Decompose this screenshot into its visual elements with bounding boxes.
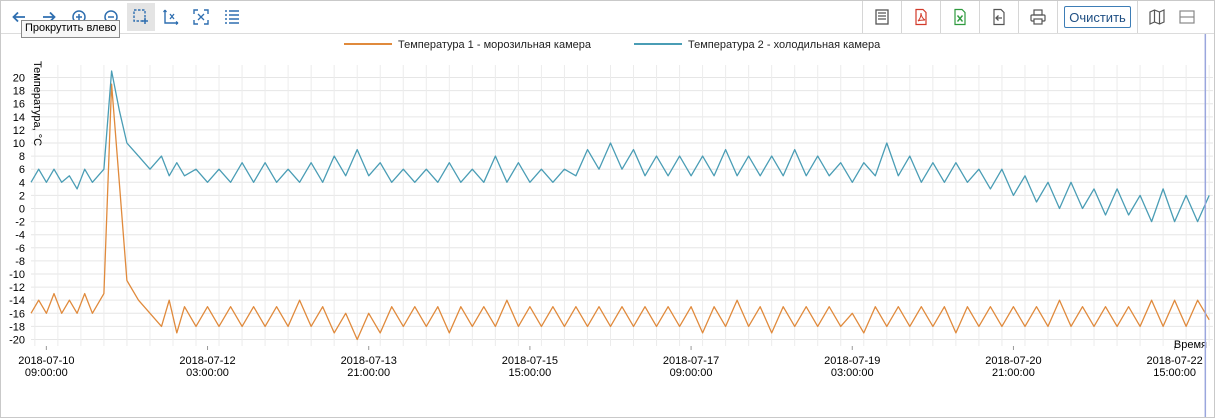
x-tick-date: 2018-07-15 bbox=[502, 355, 558, 367]
x-tick-time: 09:00:00 bbox=[670, 367, 713, 379]
y-tick-label: 20 bbox=[13, 73, 25, 85]
x-tick-date: 2018-07-12 bbox=[179, 355, 235, 367]
y-tick-label: 0 bbox=[19, 204, 25, 216]
fit-to-screen-icon bbox=[193, 9, 209, 25]
y-tick-label: 4 bbox=[19, 177, 25, 189]
x-tick-date: 2018-07-17 bbox=[663, 355, 719, 367]
toolbar-separator bbox=[940, 1, 941, 33]
x-tick-date: 2018-07-20 bbox=[985, 355, 1041, 367]
box-select-button[interactable] bbox=[127, 3, 155, 31]
map-icon bbox=[1149, 9, 1165, 25]
x-tick-date: 2018-07-22 bbox=[1146, 355, 1202, 367]
zoom-x-icon bbox=[163, 9, 179, 25]
y-tick-label: 2 bbox=[19, 190, 25, 202]
gridlines bbox=[31, 65, 1213, 346]
y-tick-label: 18 bbox=[13, 86, 25, 98]
table-icon bbox=[875, 9, 889, 25]
x-tick-time: 15:00:00 bbox=[1153, 367, 1196, 379]
toolbar-separator bbox=[1137, 1, 1138, 33]
print-icon bbox=[1030, 9, 1046, 25]
toolbar-separator bbox=[1057, 1, 1058, 33]
y-tick-label: -4 bbox=[15, 230, 25, 242]
y-tick-label: -20 bbox=[9, 334, 25, 346]
panel-icon bbox=[1179, 10, 1195, 24]
y-axis-ticks: 20181614121086420-2-4-6-8-10-12-14-16-18… bbox=[9, 73, 25, 347]
x-tick-time: 21:00:00 bbox=[992, 367, 1035, 379]
y-tick-label: -8 bbox=[15, 256, 25, 268]
arrow-left-icon bbox=[12, 11, 25, 23]
series-line bbox=[30, 83, 1210, 341]
y-tick-label: 8 bbox=[19, 151, 25, 163]
toolbar-separator bbox=[1018, 1, 1019, 33]
series-line bbox=[30, 70, 1210, 223]
list-button[interactable] bbox=[218, 3, 246, 31]
legend-label: Температура 1 - морозильная камера bbox=[398, 39, 592, 51]
table-button[interactable] bbox=[868, 3, 896, 31]
export-button[interactable] bbox=[985, 3, 1013, 31]
x-tick-time: 03:00:00 bbox=[831, 367, 874, 379]
fit-to-screen-button[interactable] bbox=[187, 3, 215, 31]
y-tick-label: -16 bbox=[9, 308, 25, 320]
map-button[interactable] bbox=[1143, 3, 1171, 31]
tooltip: Прокрутить влево bbox=[21, 20, 121, 38]
toolbar-separator bbox=[862, 1, 863, 33]
panel-button[interactable] bbox=[1173, 3, 1201, 31]
legend-label: Температура 2 - холодильная камера bbox=[688, 39, 881, 51]
scroll-left-button[interactable] bbox=[5, 3, 33, 31]
y-tick-label: -2 bbox=[15, 217, 25, 229]
y-tick-label: -12 bbox=[9, 282, 25, 294]
y-tick-label: 10 bbox=[13, 138, 25, 150]
export-excel-button[interactable] bbox=[946, 3, 974, 31]
y-tick-label: 12 bbox=[13, 125, 25, 137]
chart-area[interactable]: Температура 1 - морозильная камера Темпер… bbox=[1, 34, 1214, 417]
toolbar-separator bbox=[979, 1, 980, 33]
export-pdf-button[interactable] bbox=[907, 3, 935, 31]
x-tick-date: 2018-07-19 bbox=[824, 355, 880, 367]
y-tick-label: 14 bbox=[13, 112, 25, 124]
box-select-icon bbox=[133, 9, 148, 24]
y-tick-label: -18 bbox=[9, 321, 25, 333]
x-tick-date: 2018-07-13 bbox=[341, 355, 397, 367]
export-icon bbox=[993, 8, 1005, 26]
legend: Температура 1 - морозильная камера Темпер… bbox=[344, 39, 881, 51]
x-axis-label: Время bbox=[1174, 339, 1207, 351]
y-tick-label: -14 bbox=[9, 295, 25, 307]
x-tick-date: 2018-07-10 bbox=[18, 355, 74, 367]
x-axis-ticks: 2018-07-1009:00:002018-07-1203:00:002018… bbox=[18, 346, 1203, 379]
y-axis-label: Температура, °C bbox=[31, 61, 43, 146]
toolbar-separator bbox=[901, 1, 902, 33]
toolbar: Очистить bbox=[1, 1, 1214, 34]
pdf-icon bbox=[915, 8, 927, 26]
series-group bbox=[30, 70, 1210, 341]
zoom-x-button[interactable] bbox=[157, 3, 185, 31]
print-button[interactable] bbox=[1024, 3, 1052, 31]
y-tick-label: 16 bbox=[13, 99, 25, 111]
clear-button[interactable]: Очистить bbox=[1064, 6, 1131, 28]
y-tick-label: 6 bbox=[19, 164, 25, 176]
y-tick-label: -6 bbox=[15, 243, 25, 255]
excel-icon bbox=[954, 8, 966, 26]
x-tick-time: 21:00:00 bbox=[347, 367, 390, 379]
x-tick-time: 15:00:00 bbox=[508, 367, 551, 379]
list-icon bbox=[225, 10, 239, 24]
x-tick-time: 03:00:00 bbox=[186, 367, 229, 379]
y-tick-label: -10 bbox=[9, 269, 25, 281]
x-tick-time: 09:00:00 bbox=[25, 367, 68, 379]
